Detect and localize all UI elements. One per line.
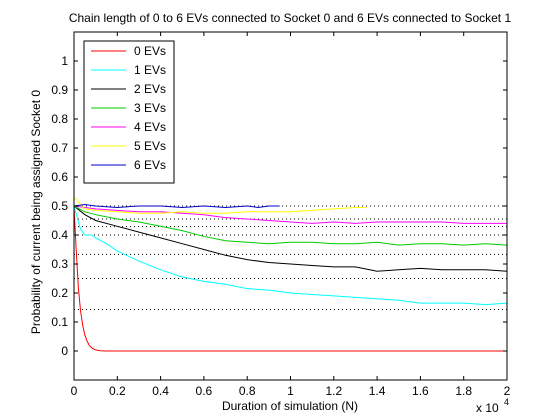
series-lines — [73, 196, 508, 352]
x-tick-label: 2 — [504, 384, 511, 398]
legend-entry: 0 EVs — [134, 44, 166, 58]
legend-entry: 1 EVs — [134, 63, 166, 77]
y-axis-label: Probability of current being assigned So… — [29, 90, 43, 334]
y-tick-label: 1 — [61, 54, 68, 68]
x-tick-label: 1.2 — [325, 384, 342, 398]
legend-box — [83, 40, 175, 184]
x-tick-label: 0.6 — [196, 384, 213, 398]
legend-entry: 3 EVs — [134, 101, 166, 115]
series-line-4 — [73, 205, 507, 224]
y-tick-label: 0 — [61, 344, 68, 358]
legend-entry: 4 EVs — [134, 120, 166, 134]
x-axis-label: Duration of simulation (N) — [222, 399, 358, 413]
y-tick-label: 0.7 — [51, 141, 68, 155]
x-multiplier-label: x 10 — [476, 401, 499, 415]
x-tick-label: 1.6 — [412, 384, 429, 398]
y-tick-label: 0.2 — [51, 286, 68, 300]
series-line-6 — [73, 204, 280, 208]
x-tick-label: 0.8 — [239, 384, 256, 398]
x-tick-label: 1.4 — [369, 384, 386, 398]
legend: 0 EVs 1 EVs 2 EVs 3 EVs 4 EVs 5 EVs 6 EVs — [83, 40, 175, 184]
x-tick-label: 0 — [71, 384, 78, 398]
x-multiplier-exponent: 4 — [504, 397, 509, 407]
series-line-1 — [73, 205, 508, 306]
series-line-0 — [73, 205, 507, 352]
x-tick-label: 1.8 — [455, 384, 472, 398]
legend-entry: 5 EVs — [134, 139, 166, 153]
legend-entry: 2 EVs — [134, 82, 166, 96]
chart-title: Chain length of 0 to 6 EVs connected to … — [69, 11, 512, 25]
y-axis-ticks: 0 0.1 0.2 0.3 0.4 0.5 0.6 0.7 0.8 0.9 1 — [51, 54, 507, 358]
series-line-3 — [73, 205, 508, 246]
y-tick-label: 0.6 — [51, 170, 68, 184]
x-tick-label: 0.2 — [109, 384, 126, 398]
legend-entry: 6 EVs — [134, 158, 166, 172]
series-line-5 — [73, 196, 367, 214]
x-tick-label: 1 — [287, 384, 294, 398]
x-multiplier: x 10 4 — [476, 397, 509, 415]
y-tick-label: 0.4 — [51, 228, 68, 242]
y-tick-label: 0.3 — [51, 257, 68, 271]
y-tick-label: 0.1 — [51, 315, 68, 329]
y-tick-label: 0.8 — [51, 112, 68, 126]
x-axis-ticks: 0 0.2 0.4 0.6 0.8 1 1.2 1.4 1.6 1.8 2 — [71, 32, 511, 398]
series-line-2 — [73, 205, 508, 272]
y-tick-label: 0.9 — [51, 83, 68, 97]
y-tick-label: 0.5 — [51, 199, 68, 213]
x-tick-label: 0.4 — [152, 384, 169, 398]
